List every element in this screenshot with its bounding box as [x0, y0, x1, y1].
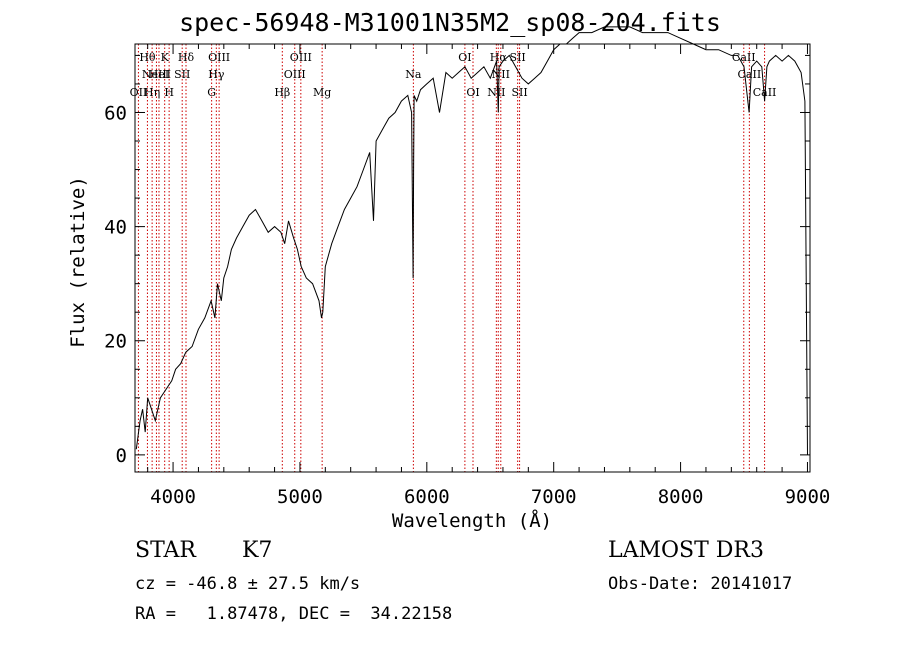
line-marker-label: OI [466, 86, 479, 99]
line-marker-label: OIII [284, 68, 306, 81]
plot-frame [134, 43, 811, 473]
line-marker-label: SII [174, 68, 190, 81]
line-marker-label: NeIII [142, 68, 171, 81]
line-marker-label: Hγ [208, 68, 225, 81]
y-tick-label: 40 [104, 217, 127, 239]
x-tick-label: 8000 [658, 486, 704, 508]
axis-ticks: 4000 5000 6000 7000 8000 9000 0 20 40 60 [104, 44, 830, 508]
observation-date: Obs-Date: 20141017 [608, 574, 793, 594]
line-marker-label: HeI [149, 68, 169, 81]
line-marker-label: OI [458, 51, 471, 64]
line-marker-label: OIII [290, 51, 312, 64]
line-marker-label: OIII [208, 51, 230, 64]
spectrum-line [135, 26, 808, 455]
line-marker-label: Hδ [178, 51, 195, 64]
line-marker-label: CaII [738, 68, 762, 81]
y-tick-label: 0 [116, 445, 127, 467]
y-axis-label: Flux (relative) [67, 176, 89, 348]
x-tick-label: 5000 [277, 486, 323, 508]
chart-title: spec-56948-M31001N35M2_sp08-204.fits [179, 8, 721, 37]
line-marker-label: NII [487, 86, 505, 99]
line-marker-label: SII [511, 86, 527, 99]
spectrum-series [135, 26, 808, 455]
marker-labels: OIIHθHηNeIIIHeIKHSIIHδGHγOIIIHβOIIIOIIIM… [130, 51, 777, 99]
line-marker-label: CaII [753, 86, 777, 99]
redshift-cz: cz = -46.8 ± 27.5 km/s [135, 574, 361, 594]
line-marker-label: SII [510, 51, 526, 64]
x-axis-label: Wavelength (Å) [391, 510, 553, 532]
x-tick-label: 6000 [404, 486, 450, 508]
line-marker-label: G [207, 86, 216, 99]
x-tick-label: 9000 [785, 486, 831, 508]
line-marker-label: Hα [490, 51, 508, 64]
survey-name: LAMOST DR3 [608, 538, 764, 563]
line-marker-label: K [161, 51, 170, 64]
y-tick-label: 60 [104, 102, 127, 124]
line-marker-label: Hθ [139, 51, 156, 64]
line-marker-label: Hη [144, 86, 160, 99]
ra-dec: RA = 1.87478, DEC = 34.22158 [135, 604, 453, 624]
x-tick-label: 7000 [531, 486, 577, 508]
y-tick-label: 20 [104, 331, 127, 353]
line-marker-label: OII [130, 86, 148, 99]
line-marker-label: H [164, 86, 174, 99]
x-tick-label: 4000 [150, 486, 196, 508]
line-marker-label: NII [492, 68, 510, 81]
object-subclass: K7 [242, 538, 273, 563]
line-marker-label: Mg [313, 86, 331, 99]
line-markers [137, 44, 766, 472]
object-class: STAR [135, 538, 196, 563]
line-marker-label: Hβ [274, 86, 290, 99]
line-marker-label: CaII [732, 51, 756, 64]
line-marker-label: Na [405, 68, 422, 81]
